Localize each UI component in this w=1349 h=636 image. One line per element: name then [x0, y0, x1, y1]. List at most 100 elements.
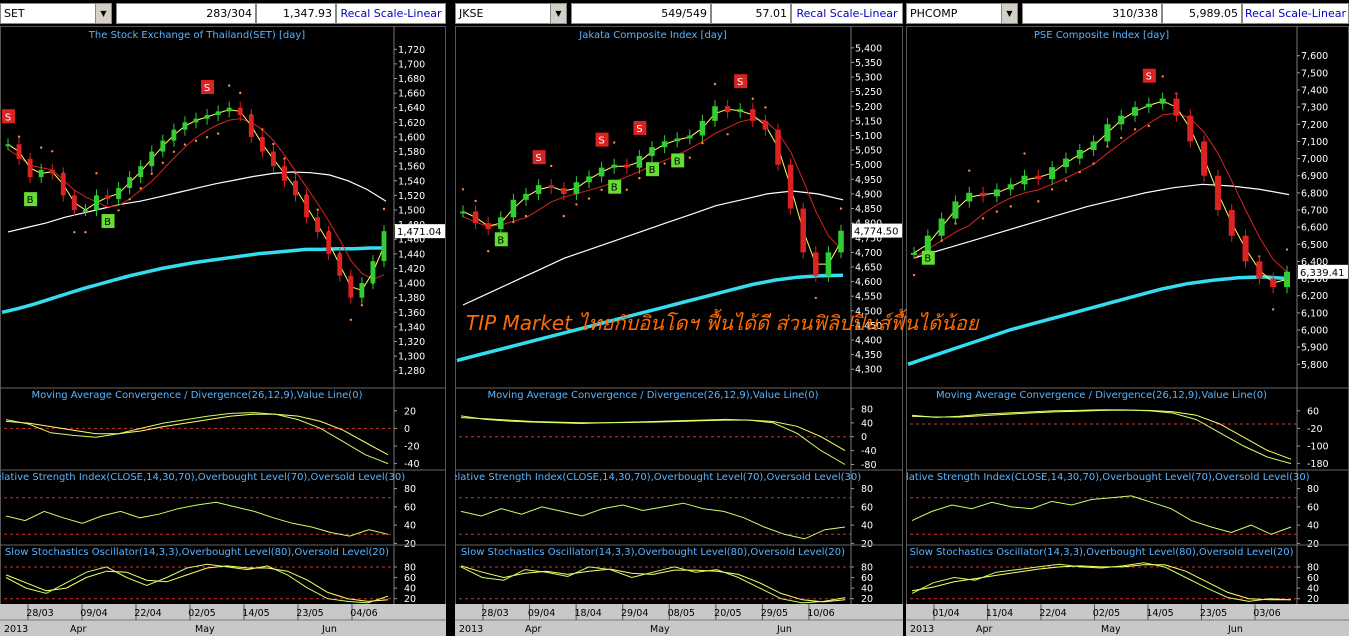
- candle-body: [661, 141, 668, 148]
- rsi-tick-label: 20: [404, 539, 416, 550]
- rsi-line: [911, 495, 1292, 535]
- sar-dot: [349, 318, 353, 322]
- rsi-tick-label: 60: [1307, 502, 1319, 513]
- chart-pane-jkse: JKSE ▼ 549/549 57.01 Recal Scale-Linear Jakat…: [455, 0, 903, 636]
- sar-dot: [360, 304, 364, 307]
- buy-signal-label: B: [104, 217, 111, 228]
- candle-body: [237, 107, 243, 116]
- sar-dot: [227, 84, 231, 87]
- sar-dot: [968, 169, 971, 172]
- candle-body: [586, 176, 592, 183]
- buy-signal-label: B: [27, 195, 34, 206]
- ma10-line: [462, 108, 842, 265]
- y-tick-label: 1,520: [398, 191, 425, 202]
- rsi-tick-label: 60: [404, 502, 416, 513]
- candle-body: [548, 185, 554, 189]
- sar-dot: [17, 135, 21, 138]
- candle-body: [1118, 115, 1125, 125]
- y-tick-label: 4,400: [855, 336, 882, 347]
- y-tick-label: 6,500: [1301, 240, 1328, 251]
- chevron-down-icon[interactable]: ▼: [1001, 4, 1017, 23]
- buy-signal-label: B: [924, 254, 931, 265]
- buy-signal-label: B: [674, 156, 681, 167]
- sar-dot: [283, 157, 286, 160]
- date-label: 11/04: [986, 608, 1013, 619]
- symbol-select[interactable]: SET ▼: [0, 3, 112, 24]
- date-label: 09/04: [80, 608, 107, 619]
- candle-body: [910, 252, 918, 255]
- chevron-down-icon[interactable]: ▼: [95, 4, 111, 23]
- candle-body: [381, 231, 387, 262]
- symbol-select[interactable]: JKSE ▼: [455, 3, 567, 24]
- candle-body: [1283, 271, 1291, 288]
- rsi-line: [460, 502, 846, 540]
- candle-body: [561, 188, 567, 194]
- sto-tick-label: 40: [861, 584, 873, 595]
- sar-dot: [1285, 248, 1289, 251]
- candle-body: [71, 195, 77, 210]
- candle-body: [472, 211, 479, 224]
- date-label: 28/03: [26, 608, 53, 619]
- ma50-line: [7, 171, 387, 233]
- sar-dot: [128, 198, 131, 201]
- sar-dot: [172, 150, 176, 154]
- y-tick-label: 1,400: [398, 279, 425, 290]
- candle-body: [337, 253, 343, 276]
- macd-tick-label: 40: [861, 418, 873, 429]
- price-chart-title: Jakata Composite Index [day]: [578, 30, 727, 41]
- candle-body: [687, 135, 693, 139]
- rsi-title: Relative Strength Index(CLOSE,14,30,70),…: [455, 472, 861, 483]
- macd-tick-label: 60: [1307, 406, 1319, 417]
- y-tick-label: 5,150: [855, 116, 882, 127]
- chart-pane-phcomp: PHCOMP ▼ 310/338 5,989.05 Recal Scale-Linear…: [906, 0, 1349, 636]
- y-tick-label: 1,600: [398, 132, 425, 143]
- symbol-select[interactable]: PHCOMP ▼: [906, 3, 1018, 24]
- y-tick-label: 6,900: [1301, 171, 1328, 182]
- chart-pane-set: SET ▼ 283/304 1,347.93 Recal Scale-Linear The…: [0, 0, 446, 636]
- buy-signal-marker: [494, 232, 508, 247]
- recal-scale-button[interactable]: Recal Scale-Linear: [336, 3, 446, 24]
- candle-body: [674, 138, 680, 142]
- record-counter: 310/338: [1022, 3, 1162, 24]
- candle-body: [1145, 103, 1152, 108]
- sar-dot: [1023, 152, 1026, 155]
- candle-body: [171, 129, 177, 141]
- ma200-line: [1, 246, 386, 315]
- chart-svg: The Stock Exchange of Thailand(SET) [day…: [0, 26, 446, 636]
- candle-body: [38, 169, 44, 178]
- rsi-title: Relative Strength Index(CLOSE,14,30,70),…: [906, 472, 1310, 483]
- sar-dot: [194, 139, 198, 143]
- date-label: 20/05: [714, 608, 741, 619]
- pane-toolbar: JKSE ▼ 549/549 57.01 Recal Scale-Linear: [455, 3, 903, 24]
- sell-signal-label: S: [204, 83, 210, 94]
- rsi-tick-label: 40: [861, 521, 873, 532]
- macd-signal-line: [5, 413, 389, 456]
- candle-body: [1228, 210, 1235, 236]
- macd-tick-label: 0: [404, 424, 410, 435]
- candle-body: [573, 182, 580, 194]
- sell-signal-marker: [595, 132, 609, 147]
- y-tick-label: 5,000: [855, 160, 882, 171]
- candle-body: [924, 235, 931, 253]
- recal-scale-button[interactable]: Recal Scale-Linear: [791, 3, 903, 24]
- date-label: 03/06: [1253, 608, 1280, 619]
- sar-dot: [839, 207, 843, 210]
- sar-dot: [316, 208, 319, 211]
- candle-body: [1090, 141, 1097, 150]
- sar-dot: [1161, 75, 1164, 78]
- chevron-down-icon[interactable]: ▼: [550, 4, 566, 23]
- y-tick-label: 5,300: [855, 73, 882, 84]
- rsi-tick-label: 40: [1307, 521, 1319, 532]
- y-tick-label: 1,360: [398, 308, 425, 319]
- candle-body: [1007, 184, 1014, 190]
- candle-body: [82, 210, 88, 212]
- y-tick-label: 4,450: [855, 321, 882, 332]
- rsi-tick-label: 80: [1307, 484, 1319, 495]
- candle-body: [1173, 98, 1180, 116]
- y-tick-label: 6,100: [1301, 308, 1328, 319]
- candle-body: [1035, 175, 1042, 180]
- record-counter: 283/304: [116, 3, 256, 24]
- candle-body: [315, 217, 321, 232]
- candle-body: [498, 217, 504, 229]
- price-tag-label: 4,774.50: [854, 227, 899, 238]
